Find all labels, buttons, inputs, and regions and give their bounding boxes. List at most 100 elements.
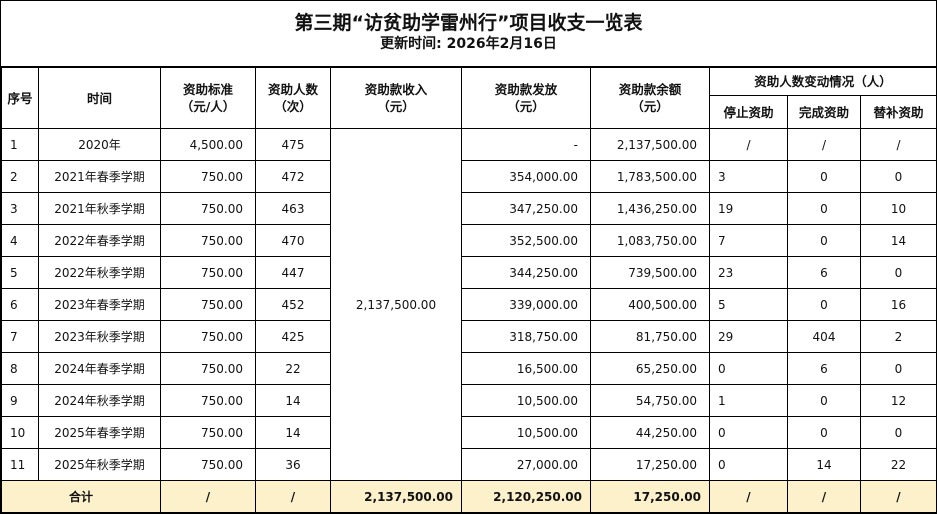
header-stop[interactable]: 停止资助 [709,95,788,129]
total-stop[interactable]: / [709,480,788,513]
cell-standard[interactable]: 750.00 [160,448,256,481]
cell-seq[interactable]: 5 [1,256,39,289]
cell-replace[interactable]: 12 [860,384,937,417]
cell-replace[interactable]: 0 [860,352,937,385]
cell-paid[interactable]: - [461,128,591,161]
cell-standard[interactable]: 750.00 [160,192,256,225]
cell-stop[interactable]: 19 [709,192,788,225]
cell-seq[interactable]: 9 [1,384,39,417]
cell-paid[interactable]: 16,500.00 [461,352,591,385]
cell-done[interactable]: 404 [787,320,861,353]
cell-replace[interactable]: 14 [860,224,937,257]
cell-done[interactable]: 14 [787,448,861,481]
cell-seq[interactable]: 1 [1,128,39,161]
cell-count[interactable]: 470 [255,224,331,257]
cell-seq[interactable]: 11 [1,448,39,481]
cell-standard[interactable]: 750.00 [160,224,256,257]
total-balance[interactable]: 17,250.00 [590,480,710,513]
cell-time[interactable]: 2022年秋季学期 [38,256,161,289]
cell-done[interactable]: 0 [787,192,861,225]
cell-standard[interactable]: 750.00 [160,384,256,417]
cell-time[interactable]: 2025年秋季学期 [38,448,161,481]
cell-replace[interactable]: 10 [860,192,937,225]
cell-seq[interactable]: 4 [1,224,39,257]
header-paid[interactable]: 资助款发放 （元） [461,67,591,129]
cell-time[interactable]: 2021年秋季学期 [38,192,161,225]
cell-replace[interactable]: 22 [860,448,937,481]
cell-replace[interactable]: 0 [860,256,937,289]
cell-done[interactable]: 6 [787,256,861,289]
cell-standard[interactable]: 4,500.00 [160,128,256,161]
cell-replace[interactable]: 16 [860,288,937,321]
header-seq[interactable]: 序号 [1,67,39,129]
cell-count[interactable]: 447 [255,256,331,289]
cell-standard[interactable]: 750.00 [160,256,256,289]
cell-seq[interactable]: 6 [1,288,39,321]
cell-standard[interactable]: 750.00 [160,352,256,385]
cell-balance[interactable]: 54,750.00 [590,384,710,417]
cell-balance[interactable]: 400,500.00 [590,288,710,321]
cell-balance[interactable]: 44,250.00 [590,416,710,449]
cell-time[interactable]: 2024年春季学期 [38,352,161,385]
cell-stop[interactable]: 0 [709,448,788,481]
cell-count[interactable]: 472 [255,160,331,193]
cell-time[interactable]: 2025年春季学期 [38,416,161,449]
cell-time[interactable]: 2022年春季学期 [38,224,161,257]
cell-stop[interactable]: 7 [709,224,788,257]
total-income[interactable]: 2,137,500.00 [330,480,462,513]
header-count[interactable]: 资助人数 （次） [255,67,331,129]
cell-count[interactable]: 22 [255,352,331,385]
cell-income-merged[interactable]: 2,137,500.00 [330,128,462,481]
cell-standard[interactable]: 750.00 [160,160,256,193]
cell-count[interactable]: 14 [255,384,331,417]
cell-time[interactable]: 2023年春季学期 [38,288,161,321]
cell-stop[interactable]: 1 [709,384,788,417]
total-replace[interactable]: / [860,480,937,513]
cell-stop[interactable]: 0 [709,352,788,385]
cell-paid[interactable]: 10,500.00 [461,416,591,449]
cell-done[interactable]: 0 [787,384,861,417]
cell-count[interactable]: 425 [255,320,331,353]
cell-replace[interactable]: 2 [860,320,937,353]
total-done[interactable]: / [787,480,861,513]
cell-done[interactable]: 0 [787,288,861,321]
cell-count[interactable]: 475 [255,128,331,161]
cell-stop[interactable]: 5 [709,288,788,321]
cell-seq[interactable]: 8 [1,352,39,385]
cell-seq[interactable]: 7 [1,320,39,353]
cell-replace[interactable]: 0 [860,416,937,449]
cell-seq[interactable]: 10 [1,416,39,449]
cell-standard[interactable]: 750.00 [160,416,256,449]
cell-balance[interactable]: 2,137,500.00 [590,128,710,161]
cell-done[interactable]: 0 [787,160,861,193]
cell-paid[interactable]: 318,750.00 [461,320,591,353]
cell-stop[interactable]: 3 [709,160,788,193]
cell-replace[interactable]: 0 [860,160,937,193]
cell-paid[interactable]: 10,500.00 [461,384,591,417]
cell-time[interactable]: 2023年秋季学期 [38,320,161,353]
cell-paid[interactable]: 344,250.00 [461,256,591,289]
cell-balance[interactable]: 1,436,250.00 [590,192,710,225]
cell-stop[interactable]: / [709,128,788,161]
cell-seq[interactable]: 3 [1,192,39,225]
cell-count[interactable]: 463 [255,192,331,225]
cell-stop[interactable]: 0 [709,416,788,449]
cell-time[interactable]: 2020年 [38,128,161,161]
cell-count[interactable]: 36 [255,448,331,481]
cell-standard[interactable]: 750.00 [160,288,256,321]
cell-balance[interactable]: 81,750.00 [590,320,710,353]
cell-time[interactable]: 2021年春季学期 [38,160,161,193]
cell-stop[interactable]: 23 [709,256,788,289]
header-income[interactable]: 资助款收入 （元） [330,67,462,129]
cell-standard[interactable]: 750.00 [160,320,256,353]
cell-seq[interactable]: 2 [1,160,39,193]
header-standard[interactable]: 资助标准 （元/人） [160,67,256,129]
cell-paid[interactable]: 347,250.00 [461,192,591,225]
cell-replace[interactable]: / [860,128,937,161]
cell-done[interactable]: 0 [787,416,861,449]
total-standard[interactable]: / [160,480,256,513]
cell-balance[interactable]: 1,783,500.00 [590,160,710,193]
header-done[interactable]: 完成资助 [787,95,861,129]
cell-paid[interactable]: 354,000.00 [461,160,591,193]
header-balance[interactable]: 资助款余额 （元） [590,67,710,129]
